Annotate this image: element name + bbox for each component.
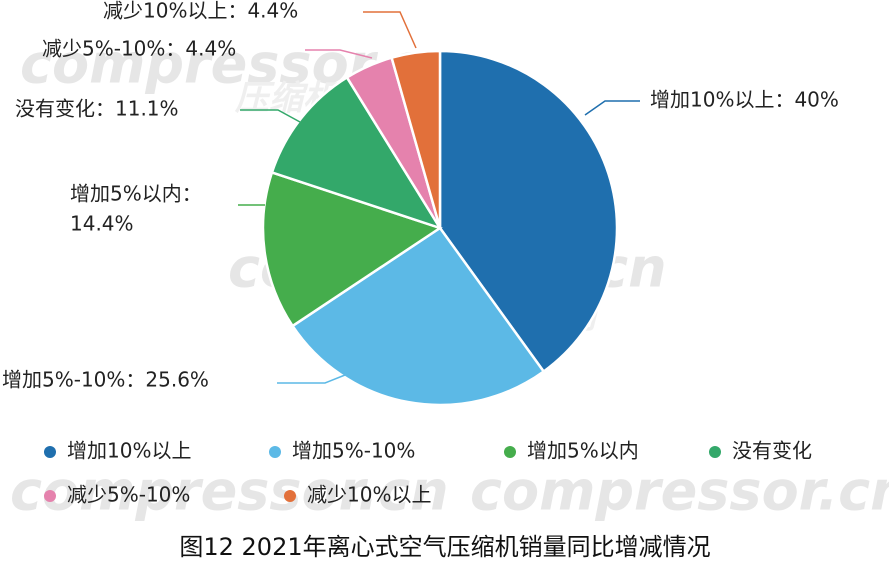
leader-line xyxy=(584,100,640,116)
legend-marker xyxy=(44,446,56,458)
legend-marker xyxy=(709,446,721,458)
legend-marker xyxy=(284,490,296,502)
pie-slice xyxy=(438,49,619,374)
slice-label: 没有变化：11.1% xyxy=(15,97,179,121)
slice-label: 14.4% xyxy=(70,212,134,236)
pie-slice xyxy=(270,75,443,231)
legend-label: 减少10%以上 xyxy=(307,483,431,507)
legend-label: 没有变化 xyxy=(732,439,812,463)
pie-slice xyxy=(290,226,546,407)
slice-label: 增加10%以上：40% xyxy=(650,88,839,112)
legend-label: 增加5%以内 xyxy=(527,439,639,463)
pie-slice xyxy=(261,170,443,328)
leader-line xyxy=(240,109,301,123)
slice-label: 减少5%-10%：4.4% xyxy=(42,37,236,61)
leader-line xyxy=(363,11,417,49)
chart-title: 图12 2021年离心式空气压缩机销量同比增减情况 xyxy=(179,533,710,561)
pie xyxy=(261,49,619,407)
pie-slice xyxy=(390,49,442,229)
legend-marker xyxy=(504,446,516,458)
leader-line xyxy=(277,374,346,384)
slice-label: 增加5%-10%：25.6% xyxy=(2,368,209,392)
watermark: compressor.cn xyxy=(470,460,889,523)
legend-marker xyxy=(44,490,56,502)
legend-marker xyxy=(269,446,281,458)
legend-label: 减少5%-10% xyxy=(67,483,190,507)
legend-label: 增加10%以上 xyxy=(67,439,191,463)
legend-label: 增加5%-10% xyxy=(292,439,415,463)
watermark: compressor.cn xyxy=(10,460,449,523)
leader-lines xyxy=(238,11,640,384)
slice-label: 增加5%以内： xyxy=(70,182,202,206)
leader-line xyxy=(305,49,373,59)
slice-label: 减少10%以上：4.4% xyxy=(103,0,298,23)
